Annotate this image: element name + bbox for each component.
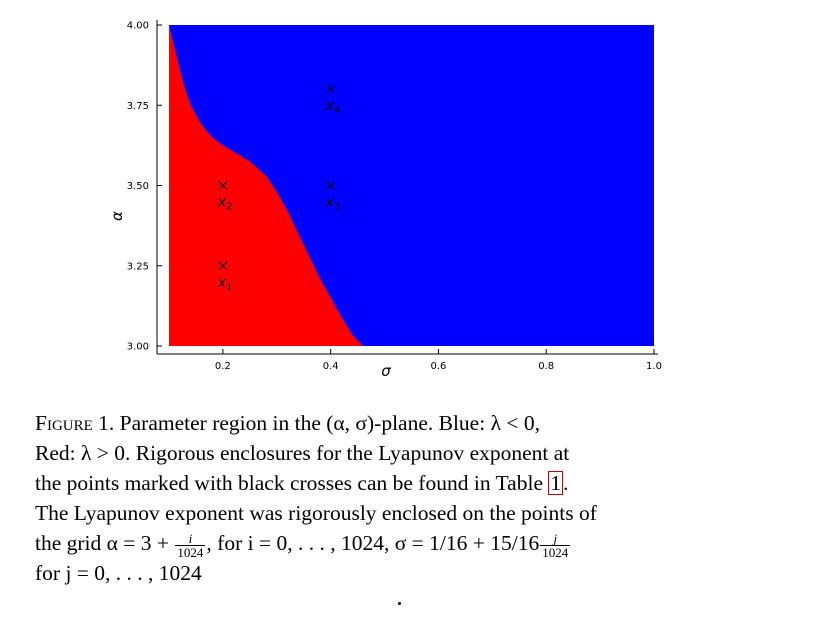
caption-text-5a: the grid α = 3 + — [35, 531, 175, 555]
region-red — [169, 25, 363, 346]
y-tick-label: 3.25 — [127, 261, 149, 272]
x-axis-label: σ — [381, 362, 391, 380]
fraction-j-denominator: 1024 — [542, 544, 569, 560]
caption-label: Figure 1. — [35, 411, 115, 435]
caption-line-3: the points marked with black crosses can… — [35, 468, 757, 498]
y-axis-label: α — [108, 211, 126, 221]
caption-text-5b: , for i = 0, . . . , 1024, σ = 1/16 + 15… — [206, 531, 540, 555]
point-label: x4 — [325, 98, 341, 116]
fraction-i-denominator: 1024 — [177, 544, 204, 560]
fraction-i-numerator: i — [175, 532, 206, 546]
cross-stroke — [218, 181, 228, 190]
cross-stroke — [218, 261, 228, 271]
caption-text-1: Parameter region in the (α, σ)-plane. Bl… — [119, 411, 541, 435]
x-tick-label: 1.0 — [646, 361, 662, 372]
x-tick-label: 0.8 — [538, 361, 554, 372]
x-tick-label: 0.4 — [323, 361, 339, 372]
point-marker: x1 — [217, 261, 233, 293]
caption-text-3-end: . — [563, 471, 569, 495]
y-tick-label: 4.00 — [127, 21, 149, 32]
x-tick-label: 0.6 — [430, 361, 446, 372]
point-marker: x3 — [325, 181, 341, 213]
page-dot — [398, 602, 401, 605]
y-tick-label: 3.00 — [127, 342, 149, 353]
point-label: x1 — [217, 275, 233, 293]
region-layer — [169, 25, 654, 346]
cross-stroke — [326, 84, 336, 94]
fraction-i: i 1024 — [175, 532, 206, 560]
cross-stroke — [326, 181, 336, 190]
caption-line-6: for j = 0, . . . , 1024 — [35, 561, 202, 585]
y-tick-label: 3.75 — [127, 101, 149, 112]
y-tick-label: 3.50 — [127, 181, 149, 192]
caption-line-4: The Lyapunov exponent was rigorously enc… — [35, 501, 597, 525]
point-markers: x1 x2 x3 x4 — [217, 84, 341, 293]
point-label: x3 — [325, 195, 341, 213]
caption-line-5: the grid α = 3 + i 1024, for i = 0, . . .… — [35, 528, 757, 560]
table-reference-link[interactable]: 1 — [548, 471, 564, 495]
axes — [156, 20, 658, 355]
caption-line-2: Red: λ > 0. Rigorous enclosures for the … — [35, 441, 570, 465]
figure-caption: Figure 1. Parameter region in the (α, σ)… — [35, 408, 757, 588]
point-marker: x2 — [217, 181, 233, 213]
x-tick-label: 0.2 — [215, 361, 231, 372]
parameter-region-plot: 0.2 0.4 0.6 0.8 1.0 3.00 3.25 3.50 3.75 4.00 x1 x2… — [108, 20, 662, 380]
fraction-j-numerator: j — [540, 532, 571, 546]
caption-line-1: Figure 1. Parameter region in the (α, σ)… — [35, 408, 757, 438]
fraction-j: j 1024 — [540, 532, 571, 560]
point-marker: x4 — [325, 84, 341, 116]
caption-text-3: the points marked with black crosses can… — [35, 471, 543, 495]
tick-layer: 0.2 0.4 0.6 0.8 1.0 3.00 3.25 3.50 3.75 4.00 — [127, 21, 662, 373]
point-label: x2 — [217, 195, 233, 213]
